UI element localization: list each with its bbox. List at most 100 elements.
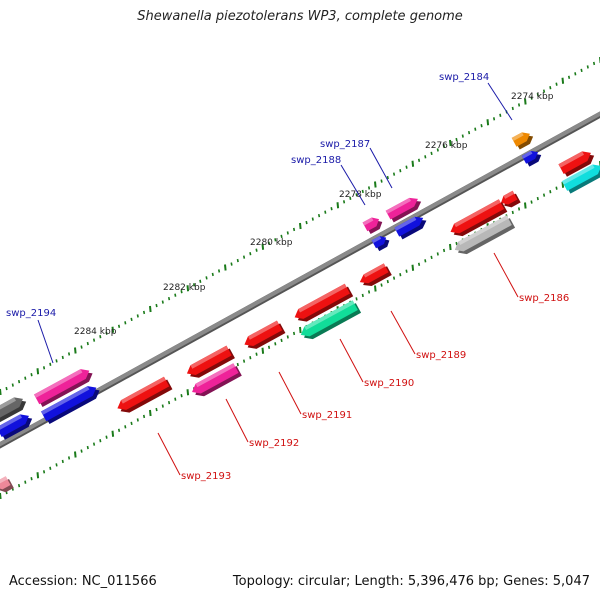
gene-block-swp-2186 (450, 199, 508, 237)
gene-leader-line (157, 432, 181, 476)
inner-ruler-tick (142, 414, 146, 419)
outer-ruler-tick (299, 222, 302, 230)
outer-ruler-tick (74, 347, 77, 354)
inner-ruler-tick (42, 470, 46, 474)
outer-ruler-tick (174, 293, 177, 297)
outer-ruler-tick (5, 386, 8, 391)
inner-ruler-tick (355, 297, 358, 301)
outer-ruler-tick (574, 72, 577, 76)
kbp-label: 2280 kbp (250, 238, 293, 248)
outer-ruler-tick (36, 368, 40, 375)
outer-ruler-tick (86, 341, 89, 346)
inner-ruler-tick (124, 425, 127, 429)
inner-ruler-tick (517, 207, 521, 211)
gene-block-swp-2187b (394, 216, 427, 240)
outer-ruler-tick (111, 326, 115, 333)
outer-ruler-tick (286, 231, 289, 235)
outer-ruler-tick (180, 290, 183, 294)
outer-ruler-tick (311, 217, 314, 221)
inner-ruler-tick (449, 243, 452, 251)
outer-ruler-tick (99, 335, 102, 339)
outer-ruler-tick (580, 68, 583, 73)
outer-ruler-tick (167, 296, 171, 301)
outer-ruler-tick (499, 113, 502, 117)
outer-ruler-tick (11, 383, 14, 387)
gene-label: swp_2186 (519, 293, 569, 304)
inner-ruler-tick (155, 407, 158, 412)
inner-ruler-tick (549, 190, 552, 194)
outer-ruler-tick (211, 272, 214, 277)
inner-ruler-tick (280, 338, 283, 343)
gene-block-edge-gray (0, 397, 27, 423)
inner-ruler-tick (417, 262, 421, 266)
gene-block-edge-pink (0, 476, 14, 493)
outer-ruler-tick (417, 158, 421, 162)
outer-ruler-tick (467, 130, 471, 135)
inner-ruler-tick (130, 421, 133, 426)
outer-ruler-tick (392, 172, 396, 176)
outer-ruler-tick (349, 196, 352, 200)
gene-block-swp-2186b (454, 215, 516, 255)
inner-ruler-tick (367, 290, 371, 294)
inner-ruler-tick (361, 293, 364, 298)
outer-ruler-tick (374, 181, 377, 188)
inner-ruler-tick (161, 404, 164, 408)
outer-ruler-tick (92, 338, 96, 342)
outer-ruler-tick (436, 148, 439, 152)
outer-ruler-tick (474, 127, 477, 131)
outer-ruler-tick (249, 252, 252, 256)
outer-ruler-tick (586, 65, 589, 69)
outer-ruler-tick (149, 305, 152, 313)
outer-ruler-tick (449, 139, 452, 147)
outer-ruler-tick (136, 314, 139, 318)
inner-ruler-tick (542, 193, 546, 197)
inner-ruler-tick (430, 255, 433, 260)
inner-ruler-tick (299, 326, 302, 334)
inner-ruler-tick (36, 472, 40, 479)
outer-ruler-tick (492, 117, 496, 121)
outer-ruler-tick (124, 321, 127, 325)
inner-ruler-tick (92, 442, 96, 446)
inner-ruler-tick (17, 483, 21, 488)
outer-ruler-tick (205, 276, 208, 280)
kbp-label: 2278 kbp (339, 190, 382, 200)
inner-ruler-tick (149, 409, 152, 417)
inner-ruler-tick (267, 345, 271, 349)
outer-ruler-tick (380, 179, 383, 183)
gene-label: swp_2184 (439, 72, 489, 83)
gene-block-swp-2189b (294, 283, 354, 322)
inner-ruler-tick (67, 456, 71, 460)
outer-ruler-tick (267, 241, 271, 245)
kbp-label: 2274 kbp (511, 92, 554, 102)
kbp-label: 2276 kbp (425, 141, 468, 151)
gene-block-swp-2187 (385, 197, 422, 223)
outer-ruler-tick (49, 362, 52, 366)
gene-block-swp-2188 (362, 217, 383, 235)
kbp-label: 2282 kbp (163, 283, 206, 293)
outer-ruler-tick (17, 379, 21, 384)
outer-ruler-tick (405, 165, 408, 169)
outer-ruler-tick (480, 124, 483, 128)
inner-ruler-tick (392, 276, 396, 280)
outer-ruler-tick (317, 213, 321, 218)
inner-ruler-tick (249, 356, 252, 360)
inner-ruler-tick (386, 279, 389, 284)
inner-ruler-tick (180, 394, 183, 398)
outer-ruler-tick (186, 285, 190, 292)
inner-ruler-tick (174, 397, 177, 401)
gene-block-swp-2192 (192, 363, 242, 397)
outer-ruler-tick (236, 258, 239, 263)
gene-leader-line (340, 164, 366, 206)
inner-ruler-tick (30, 477, 33, 481)
gene-block-edge-red (558, 151, 595, 177)
inner-ruler-tick (186, 389, 190, 396)
outer-ruler-tick (80, 345, 83, 349)
inner-ruler-tick (61, 459, 64, 464)
gene-block-swp-2184 (511, 132, 534, 150)
inner-ruler-tick (117, 428, 121, 432)
kbp-label: 2284 kbp (74, 327, 117, 337)
gene-label: swp_2188 (291, 155, 341, 166)
gene-block-swp-2184b (521, 150, 542, 167)
inner-ruler-tick (524, 202, 527, 209)
